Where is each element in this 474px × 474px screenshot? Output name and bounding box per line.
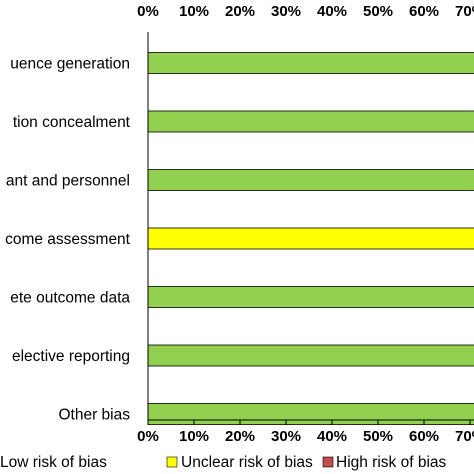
- legend-label-low-risk-of-bias: Low risk of bias: [0, 454, 107, 471]
- category-label-selective-reporting: elective reporting: [12, 348, 130, 365]
- top-tick-label: 30%: [271, 3, 301, 20]
- bars-layer: [147, 52, 474, 425]
- bottom-tick-label: 40%: [317, 428, 347, 445]
- bar-blinding-of-outcome-assessment-unclear-risk-of-bias: [147, 227, 474, 250]
- top-tick-label: 10%: [179, 3, 209, 20]
- bar-random-sequence-generation-low-risk-of-bias: [147, 52, 474, 74]
- category-label-blinding-of-participant-and-personnel: ant and personnel: [6, 173, 130, 190]
- bar-allocation-concealment-low-risk-of-bias: [147, 110, 474, 133]
- bottom-tick-label: 30%: [271, 428, 301, 445]
- legend-swatch-high-risk-of-bias: [322, 456, 334, 468]
- bottom-tick-label: 20%: [225, 428, 255, 445]
- legend-label-high-risk-of-bias: High risk of bias: [336, 454, 447, 471]
- bottom-tick-label: 50%: [363, 428, 393, 445]
- legend-label-unclear-risk-of-bias: Unclear risk of bias: [181, 454, 313, 471]
- category-label-incomplete-outcome-data: ete outcome data: [10, 290, 130, 307]
- top-tick-label: 70%: [455, 3, 474, 20]
- axis-layer: [147, 32, 474, 421]
- category-label-allocation-concealment: tion concealment: [13, 114, 131, 131]
- category-labels: uence generation tion concealment ant and …: [5, 56, 131, 424]
- top-tick-label: 40%: [317, 3, 347, 20]
- bar-selective-reporting-low-risk-of-bias: [147, 344, 474, 367]
- bar-incomplete-outcome-data-low-risk-of-bias: [147, 286, 474, 308]
- bar-blinding-of-participant-and-personnel-low-risk-of-bias: [147, 169, 474, 191]
- top-tick-label: 20%: [225, 3, 255, 20]
- category-label-blinding-of-outcome-assessment: come assessment: [5, 231, 131, 248]
- category-label-other-bias: Other bias: [58, 407, 130, 424]
- bottom-tick-label: 0%: [137, 428, 159, 445]
- top-tick-label: 60%: [409, 3, 439, 20]
- bottom-tick-label: 10%: [179, 428, 209, 445]
- bottom-tick-label: 70%: [455, 428, 474, 445]
- legend: Low risk of bias Unclear risk of bias High…: [0, 454, 447, 471]
- top-tick-label: 50%: [363, 3, 393, 20]
- bottom-tick-label: 60%: [409, 428, 439, 445]
- category-label-random-sequence-generation: uence generation: [10, 56, 130, 73]
- top-tick-labels: 0% 10% 20% 30% 40% 50% 60% 70%: [137, 3, 474, 20]
- legend-swatch-unclear-risk-of-bias: [166, 456, 178, 468]
- bar-other-bias-low-risk-of-bias: [147, 403, 474, 425]
- bottom-ticks: 0% 10% 20% 30% 40% 50% 60% 70%: [137, 420, 474, 445]
- top-tick-label: 0%: [137, 3, 159, 20]
